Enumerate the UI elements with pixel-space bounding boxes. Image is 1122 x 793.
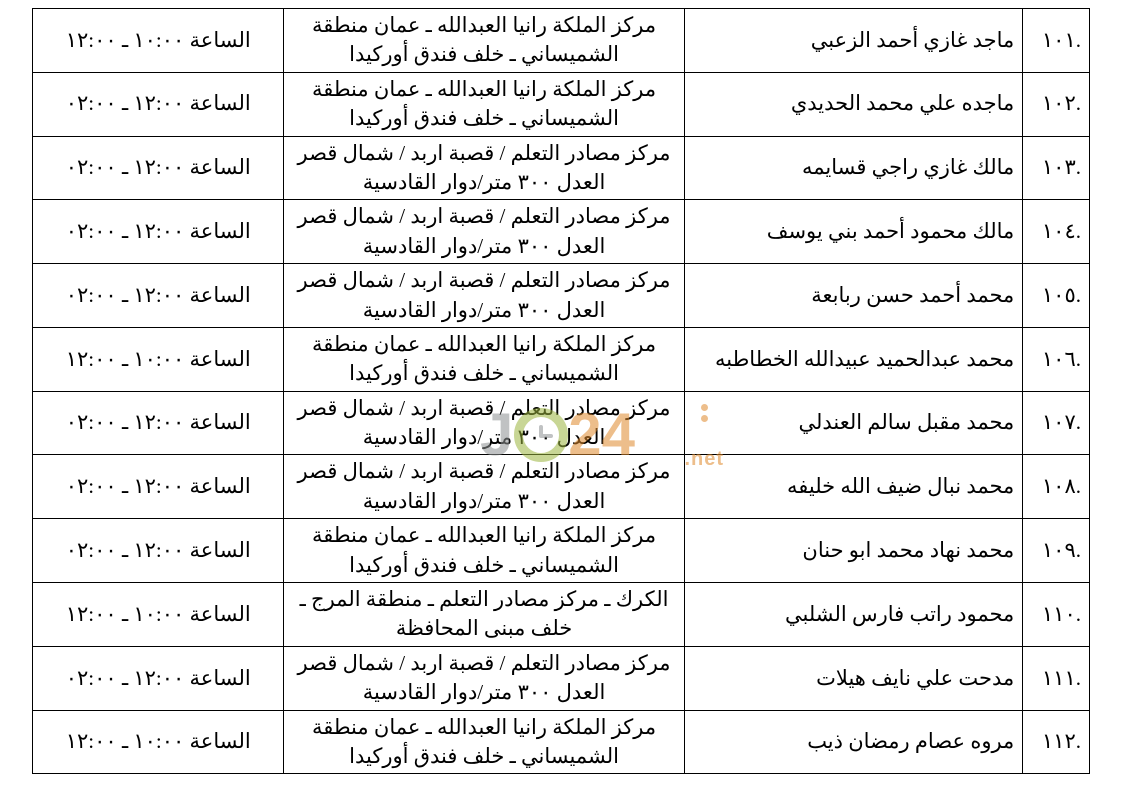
cell-num: .١٠٨ [1023,455,1090,519]
table-row: .١٠٥محمد أحمد حسن ربابعةمركز مصادر التعل… [33,264,1090,328]
cell-time: الساعة ١٠:٠٠ ـ ١٢:٠٠ [33,327,284,391]
cell-num: .١٠٦ [1023,327,1090,391]
cell-time: الساعة ١٢:٠٠ ـ ٠٢:٠٠ [33,72,284,136]
cell-time: الساعة ١٢:٠٠ ـ ٠٢:٠٠ [33,519,284,583]
cell-name: ماجده علي محمد الحديدي [684,72,1023,136]
cell-name: مدحت علي نايف هيلات [684,646,1023,710]
cell-time: الساعة ١٢:٠٠ ـ ٠٢:٠٠ [33,200,284,264]
table-row: .١٠٢ماجده علي محمد الحديديمركز الملكة را… [33,72,1090,136]
table-body: .١٠١ماجد غازي أحمد الزعبيمركز الملكة ران… [33,9,1090,774]
table-row: .١١٢مروه عصام رمضان ذيبمركز الملكة رانيا… [33,710,1090,774]
cell-location: مركز مصادر التعلم / قصبة اربد / شمال قصر… [284,264,684,328]
table-row: .١٠٤مالك محمود أحمد بني يوسفمركز مصادر ا… [33,200,1090,264]
cell-name: محمد عبدالحميد عبيدالله الخطاطبه [684,327,1023,391]
table-row: .١٠٩محمد نهاد محمد ابو حنانمركز الملكة ر… [33,519,1090,583]
cell-num: .١٠٤ [1023,200,1090,264]
cell-name: ماجد غازي أحمد الزعبي [684,9,1023,73]
table-row: .١١٠محمود راتب فارس الشلبيالكرك ـ مركز م… [33,583,1090,647]
cell-num: .١١٠ [1023,583,1090,647]
cell-num: .١٠٩ [1023,519,1090,583]
cell-time: الساعة ١٠:٠٠ ـ ١٢:٠٠ [33,9,284,73]
cell-num: .١٠٣ [1023,136,1090,200]
cell-time: الساعة ١٢:٠٠ ـ ٠٢:٠٠ [33,264,284,328]
cell-name: محمد نهاد محمد ابو حنان [684,519,1023,583]
table-row: .١٠٣مالك غازي راجي قسايمهمركز مصادر التع… [33,136,1090,200]
cell-time: الساعة ١٢:٠٠ ـ ٠٢:٠٠ [33,136,284,200]
cell-num: .١٠٧ [1023,391,1090,455]
cell-location: مركز الملكة رانيا العبدالله ـ عمان منطقة… [284,710,684,774]
cell-location: مركز الملكة رانيا العبدالله ـ عمان منطقة… [284,519,684,583]
cell-name: مروه عصام رمضان ذيب [684,710,1023,774]
cell-location: مركز الملكة رانيا العبدالله ـ عمان منطقة… [284,72,684,136]
cell-num: .١٠٥ [1023,264,1090,328]
cell-name: محمد مقبل سالم العندلي [684,391,1023,455]
table-row: .١٠٨محمد نبال ضيف الله خليفهمركز مصادر ا… [33,455,1090,519]
cell-name: محمد نبال ضيف الله خليفه [684,455,1023,519]
cell-time: الساعة ١٠:٠٠ ـ ١٢:٠٠ [33,583,284,647]
cell-location: مركز مصادر التعلم / قصبة اربد / شمال قصر… [284,200,684,264]
table-row: .١١١مدحت علي نايف هيلاتمركز مصادر التعلم… [33,646,1090,710]
cell-time: الساعة ١٠:٠٠ ـ ١٢:٠٠ [33,710,284,774]
cell-num: .١٠٢ [1023,72,1090,136]
cell-name: مالك محمود أحمد بني يوسف [684,200,1023,264]
cell-location: الكرك ـ مركز مصادر التعلم ـ منطقة المرج … [284,583,684,647]
cell-time: الساعة ١٢:٠٠ ـ ٠٢:٠٠ [33,391,284,455]
cell-location: مركز مصادر التعلم / قصبة اربد / شمال قصر… [284,455,684,519]
cell-name: مالك غازي راجي قسايمه [684,136,1023,200]
table-row: .١٠٧محمد مقبل سالم العندليمركز مصادر الت… [33,391,1090,455]
cell-location: مركز مصادر التعلم / قصبة اربد / شمال قصر… [284,136,684,200]
cell-name: محمد أحمد حسن ربابعة [684,264,1023,328]
cell-time: الساعة ١٢:٠٠ ـ ٠٢:٠٠ [33,455,284,519]
cell-location: مركز الملكة رانيا العبدالله ـ عمان منطقة… [284,327,684,391]
schedule-table: .١٠١ماجد غازي أحمد الزعبيمركز الملكة ران… [32,8,1090,774]
table-row: .١٠٦محمد عبدالحميد عبيدالله الخطاطبهمركز… [33,327,1090,391]
cell-location: مركز مصادر التعلم / قصبة اربد / شمال قصر… [284,391,684,455]
cell-num: .١١١ [1023,646,1090,710]
cell-num: .١١٢ [1023,710,1090,774]
cell-num: .١٠١ [1023,9,1090,73]
cell-location: مركز مصادر التعلم / قصبة اربد / شمال قصر… [284,646,684,710]
table-row: .١٠١ماجد غازي أحمد الزعبيمركز الملكة ران… [33,9,1090,73]
cell-location: مركز الملكة رانيا العبدالله ـ عمان منطقة… [284,9,684,73]
cell-time: الساعة ١٢:٠٠ ـ ٠٢:٠٠ [33,646,284,710]
cell-name: محمود راتب فارس الشلبي [684,583,1023,647]
